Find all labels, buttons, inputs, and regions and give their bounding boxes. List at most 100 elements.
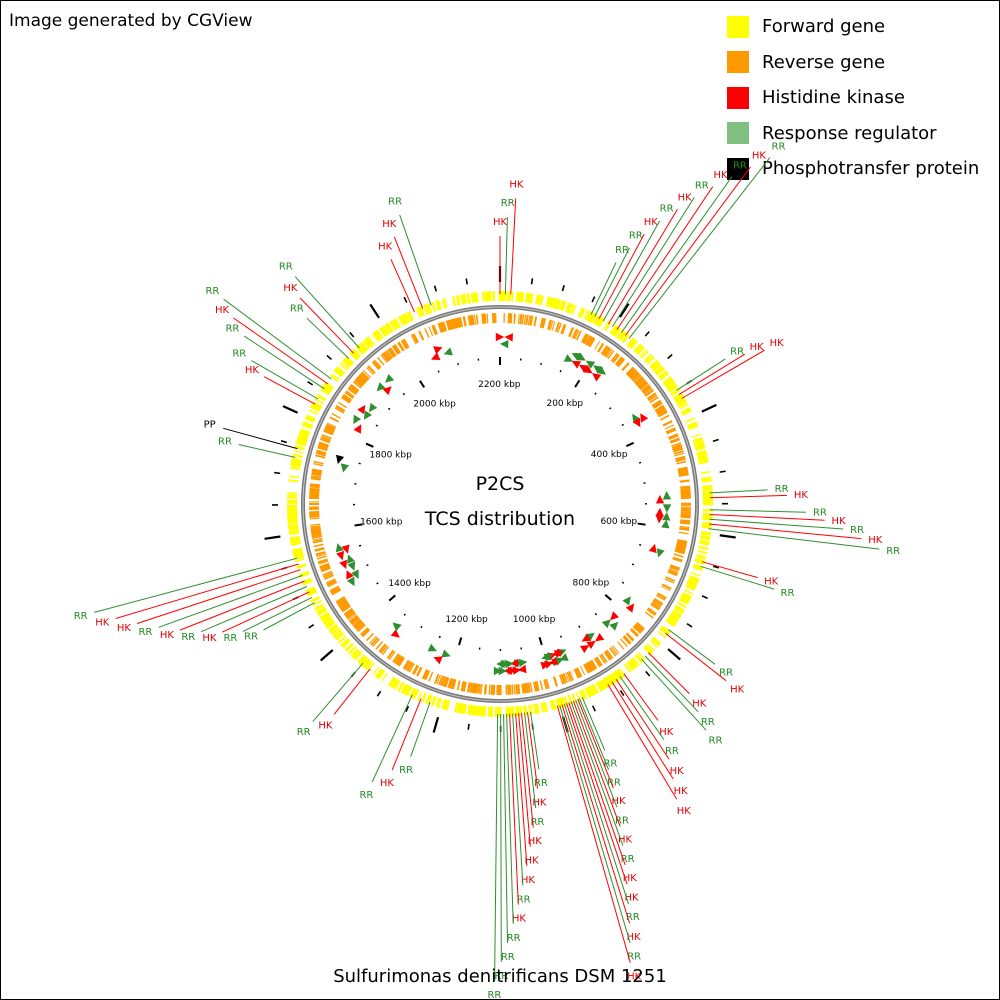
forward-gene bbox=[457, 702, 463, 714]
forward-gene bbox=[698, 545, 709, 551]
reverse-gene bbox=[677, 468, 689, 474]
tcs-marker bbox=[632, 413, 641, 424]
reverse-gene bbox=[317, 443, 329, 450]
forward-gene bbox=[373, 330, 382, 341]
forward-gene bbox=[627, 338, 637, 349]
forward-gene bbox=[435, 697, 441, 708]
reverse-gene bbox=[452, 679, 457, 690]
forward-gene bbox=[690, 571, 701, 577]
forward-gene bbox=[702, 521, 713, 525]
forward-gene bbox=[515, 291, 518, 302]
tcs-marker bbox=[433, 346, 443, 355]
forward-gene bbox=[701, 523, 712, 527]
ruler-label: 1400 kbp bbox=[388, 579, 431, 589]
reverse-gene bbox=[311, 532, 322, 538]
forward-gene bbox=[309, 404, 321, 413]
reverse-gene bbox=[316, 555, 327, 560]
forward-gene bbox=[693, 563, 704, 569]
forward-gene bbox=[426, 694, 433, 705]
tcs-marker bbox=[496, 659, 505, 669]
forward-gene bbox=[456, 702, 460, 713]
tcs-marker bbox=[498, 666, 508, 676]
map-title: P2CS bbox=[475, 473, 525, 495]
forward-gene bbox=[304, 417, 315, 423]
reverse-gene bbox=[320, 436, 331, 442]
tcs-marker bbox=[503, 666, 512, 675]
reverse-gene bbox=[588, 660, 596, 671]
forward-gene bbox=[441, 298, 447, 309]
forward-gene bbox=[673, 609, 683, 616]
reverse-gene bbox=[519, 314, 523, 325]
callout-line bbox=[641, 658, 707, 731]
reverse-gene bbox=[629, 628, 640, 638]
forward-gene bbox=[529, 704, 534, 715]
reverse-gene bbox=[400, 339, 409, 350]
forward-gene bbox=[670, 612, 680, 620]
reverse-gene bbox=[527, 682, 531, 693]
forward-gene bbox=[296, 563, 307, 570]
reverse-gene bbox=[543, 679, 548, 690]
reverse-gene bbox=[366, 367, 374, 375]
reverse-gene bbox=[342, 393, 353, 403]
forward-gene bbox=[288, 529, 299, 534]
forward-gene bbox=[289, 531, 300, 536]
ruler-label: 800 kbp bbox=[573, 578, 610, 588]
reverse-gene bbox=[488, 684, 491, 695]
reverse-gene bbox=[310, 475, 322, 479]
forward-gene bbox=[430, 301, 437, 312]
forward-gene bbox=[517, 291, 521, 302]
callout-line bbox=[521, 712, 534, 828]
reverse-gene bbox=[649, 396, 659, 404]
reverse-gene bbox=[462, 681, 467, 692]
forward-gene bbox=[420, 692, 427, 703]
reverse-gene bbox=[566, 671, 572, 682]
feature-label: RR bbox=[244, 632, 258, 643]
forward-gene bbox=[547, 296, 553, 308]
feature-label: HK bbox=[528, 836, 543, 847]
reverse-gene bbox=[356, 375, 367, 385]
forward-gene bbox=[587, 311, 596, 323]
reverse-gene bbox=[625, 632, 635, 642]
feature-label: HK bbox=[493, 217, 508, 228]
feature-label: HK bbox=[713, 170, 728, 181]
reverse-gene bbox=[527, 315, 531, 326]
callout-line bbox=[312, 662, 364, 722]
forward-gene bbox=[609, 324, 618, 335]
reverse-gene bbox=[650, 602, 661, 611]
feature-label: RR bbox=[850, 525, 864, 536]
forward-gene bbox=[575, 691, 581, 702]
callout-line bbox=[115, 563, 299, 619]
reverse-gene bbox=[387, 349, 395, 358]
reverse-gene bbox=[605, 649, 614, 660]
organism-name: Sulfurimonas denitrificans DSM 1251 bbox=[333, 966, 667, 987]
forward-gene bbox=[611, 672, 619, 682]
forward-gene bbox=[481, 291, 485, 302]
reverse-gene bbox=[573, 668, 581, 679]
forward-gene bbox=[400, 683, 409, 695]
forward-gene bbox=[696, 449, 707, 454]
feature-label: HK bbox=[764, 576, 779, 587]
forward-gene bbox=[485, 291, 489, 302]
callout-line bbox=[158, 574, 303, 628]
ruler-label: 400 kbp bbox=[591, 450, 628, 460]
forward-gene bbox=[701, 476, 712, 481]
forward-gene bbox=[521, 292, 525, 303]
callout-line bbox=[570, 701, 624, 846]
reverse-gene bbox=[355, 622, 365, 631]
callout-line bbox=[263, 376, 316, 405]
outer-tick bbox=[282, 405, 299, 414]
reverse-gene bbox=[344, 390, 355, 399]
callout-line bbox=[524, 712, 537, 808]
forward-gene bbox=[595, 315, 604, 327]
forward-gene bbox=[402, 684, 411, 695]
callout-line bbox=[561, 704, 631, 924]
forward-gene bbox=[676, 601, 687, 609]
reverse-gene bbox=[403, 338, 410, 348]
feature-label: RR bbox=[534, 778, 548, 789]
reverse-gene bbox=[408, 663, 415, 673]
forward-gene bbox=[480, 706, 486, 717]
forward-gene bbox=[650, 360, 660, 370]
feature-label: RR bbox=[218, 436, 232, 447]
tcs-marker bbox=[571, 360, 582, 369]
forward-gene bbox=[357, 654, 366, 664]
